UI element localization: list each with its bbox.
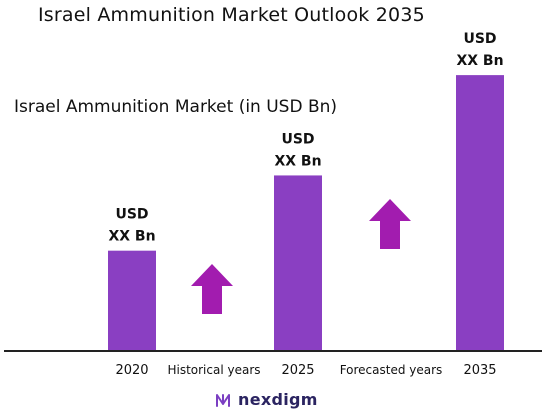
data-label-2020-0: USD xyxy=(115,207,148,223)
data-label-2025-1: XX Bn xyxy=(274,153,321,169)
x-tick-2035: 2035 xyxy=(463,363,496,378)
footer-logo: nexdigm xyxy=(214,390,318,409)
bar-2035 xyxy=(456,75,504,351)
up-arrow-icon xyxy=(369,199,411,249)
data-label-2025-0: USD xyxy=(281,131,314,147)
nexdigm-logo-icon xyxy=(216,393,230,407)
x-tick-2020: 2020 xyxy=(115,363,148,378)
bar-2020 xyxy=(108,250,156,351)
brand-name: nexdigm xyxy=(238,390,318,409)
page-title: Israel Ammunition Market Outlook 2035 xyxy=(38,4,425,26)
chart-title: Israel Ammunition Market (in USD Bn) xyxy=(14,97,338,117)
annotation-historical: Historical years xyxy=(167,363,260,377)
annotation-forecasted: Forecasted years xyxy=(340,363,443,377)
data-label-2035-1: XX Bn xyxy=(456,53,503,69)
bars-group: USD XX Bn USD XX Bn USD XX Bn xyxy=(108,31,504,351)
data-label-2035-0: USD xyxy=(463,31,496,47)
x-tick-2025: 2025 xyxy=(281,363,314,378)
up-arrow-icon xyxy=(191,264,233,314)
data-label-2020-1: XX Bn xyxy=(108,229,155,245)
x-ticks-group: 2020 2025 2035 Historical years Forecasted y… xyxy=(115,363,496,378)
bar-2025 xyxy=(274,175,322,351)
arrows-group xyxy=(191,199,411,314)
